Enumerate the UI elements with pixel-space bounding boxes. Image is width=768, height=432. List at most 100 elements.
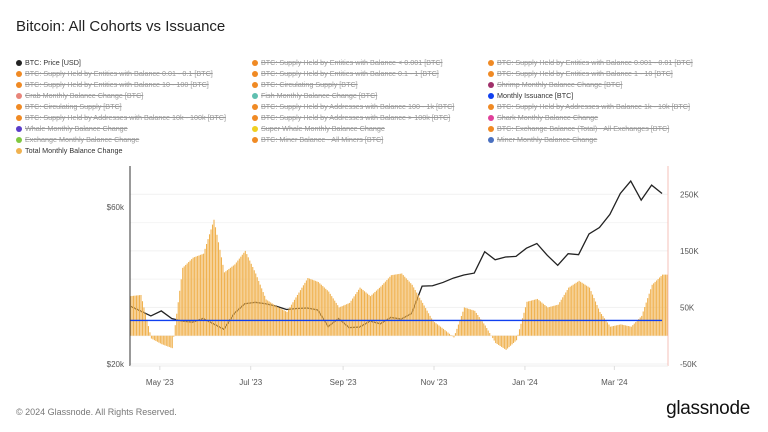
legend-item[interactable]: Exchange Monthly Balance Change	[16, 135, 139, 144]
bar	[331, 296, 333, 336]
legend-item[interactable]: BTC: Circulating Supply [BTC]	[16, 102, 122, 111]
bar	[149, 332, 151, 336]
bar	[192, 257, 194, 336]
bar	[411, 284, 413, 336]
bar	[495, 335, 497, 344]
bar	[511, 335, 513, 345]
legend-item[interactable]: BTC: Price [USD]	[16, 58, 81, 67]
bar	[150, 335, 152, 339]
bar	[325, 288, 327, 336]
bar	[518, 329, 521, 336]
bar	[568, 287, 570, 336]
bar	[176, 313, 178, 336]
legend-label: BTC: Supply Held by Addresses with Balan…	[497, 102, 690, 111]
bar	[624, 325, 626, 336]
bar	[636, 320, 638, 336]
legend-item[interactable]: BTC: Miner Balance - All Miners [BTC]	[252, 135, 383, 144]
legend-item[interactable]: Super Whale Monthly Balance Change	[252, 124, 385, 133]
legend-item[interactable]: BTC: Circulating Supply [BTC]	[252, 80, 358, 89]
bar	[208, 234, 211, 336]
legend-item[interactable]: BTC: Supply Held by Entities with Balanc…	[488, 69, 673, 78]
bar	[462, 311, 464, 336]
legend-dot-icon	[252, 114, 258, 121]
bar	[645, 302, 647, 336]
legend-item[interactable]: BTC: Supply Held by Entities with Balanc…	[252, 58, 443, 67]
legend-item[interactable]: BTC: Supply Held by Addresses with Balan…	[252, 113, 450, 122]
legend-dot-icon	[252, 92, 258, 99]
bar	[517, 334, 519, 336]
bar	[180, 279, 182, 336]
bar	[475, 312, 477, 336]
legend-label: Fish Monthly Balance Change [BTC]	[261, 91, 378, 100]
legend-dot-icon	[252, 70, 258, 77]
bar	[589, 287, 591, 336]
bar	[422, 302, 424, 336]
bar	[366, 293, 369, 336]
bar	[156, 335, 158, 342]
bar	[501, 335, 503, 347]
bar	[389, 276, 391, 336]
bar	[392, 274, 394, 336]
legend-item[interactable]: Shark Monthly Balance Change	[488, 113, 598, 122]
bar	[141, 301, 144, 336]
legend-item[interactable]: Shrimp Monthly Balance Change [BTC]	[488, 80, 622, 89]
legend-item[interactable]: Miner Monthly Balance Change	[488, 135, 597, 144]
bar	[173, 335, 175, 337]
bar	[514, 335, 516, 342]
bar	[378, 287, 380, 336]
bar	[214, 227, 217, 336]
bar	[398, 273, 400, 336]
bar	[584, 284, 586, 336]
bar	[319, 283, 321, 336]
bar	[316, 281, 318, 336]
bar	[302, 285, 304, 336]
bar	[207, 239, 209, 336]
bar	[536, 298, 538, 336]
legend-item[interactable]: Total Monthly Balance Change	[16, 146, 123, 155]
bar	[140, 294, 142, 336]
legend-item[interactable]: BTC: Exchange Balance (Total) - All Exch…	[488, 124, 669, 133]
bar	[247, 257, 249, 336]
legend-dot-icon	[488, 92, 494, 99]
bar	[359, 287, 361, 336]
legend-item[interactable]: Fish Monthly Balance Change [BTC]	[252, 91, 377, 100]
bar	[395, 274, 397, 336]
legend-item[interactable]: Crab Monthly Balance Change [BTC]	[16, 91, 143, 100]
bar	[612, 326, 614, 336]
legend-item[interactable]: BTC: Supply Held by Addresses with Balan…	[252, 102, 454, 111]
bar	[250, 263, 252, 336]
legend-label: Shrimp Monthly Balance Change [BTC]	[497, 80, 623, 89]
bar	[563, 294, 565, 336]
bar	[429, 315, 431, 336]
bar	[162, 335, 164, 345]
bar	[284, 311, 287, 336]
bar	[548, 307, 550, 336]
legend-item[interactable]: Whale Monthly Balance Change	[16, 124, 128, 133]
legend-item[interactable]: Monthly Issuance [BTC]	[488, 91, 573, 100]
x-tick-label: May '23	[146, 378, 174, 387]
bar	[653, 283, 655, 336]
legend-item[interactable]: BTC: Supply Held by Entities with Balanc…	[16, 69, 213, 78]
legend-item[interactable]: BTC: Supply Held by Entities with Balanc…	[252, 69, 439, 78]
bar	[538, 300, 540, 336]
bar	[597, 308, 600, 336]
bar	[483, 323, 485, 336]
legend-item[interactable]: BTC: Supply Held by Entities with Balanc…	[16, 80, 209, 89]
legend-item[interactable]: BTC: Supply Held by Addresses with Balan…	[488, 102, 690, 111]
bar	[280, 308, 282, 336]
bar	[526, 301, 528, 336]
legend-label: BTC: Supply Held by Addresses with Balan…	[261, 113, 451, 122]
chart-title: Bitcoin: All Cohorts vs Issuance	[16, 18, 226, 35]
bar	[486, 328, 488, 336]
bar	[571, 285, 573, 336]
bar	[229, 267, 231, 336]
bar	[310, 279, 312, 336]
bar	[444, 330, 446, 336]
bar	[410, 283, 412, 336]
bar	[237, 260, 239, 336]
bar	[593, 298, 595, 336]
bar	[381, 284, 383, 336]
legend-item[interactable]: BTC: Supply Held by Addresses with Balan…	[16, 113, 226, 122]
legend-item[interactable]: BTC: Supply Held by Entities with Balanc…	[488, 58, 693, 67]
bar	[159, 335, 161, 344]
